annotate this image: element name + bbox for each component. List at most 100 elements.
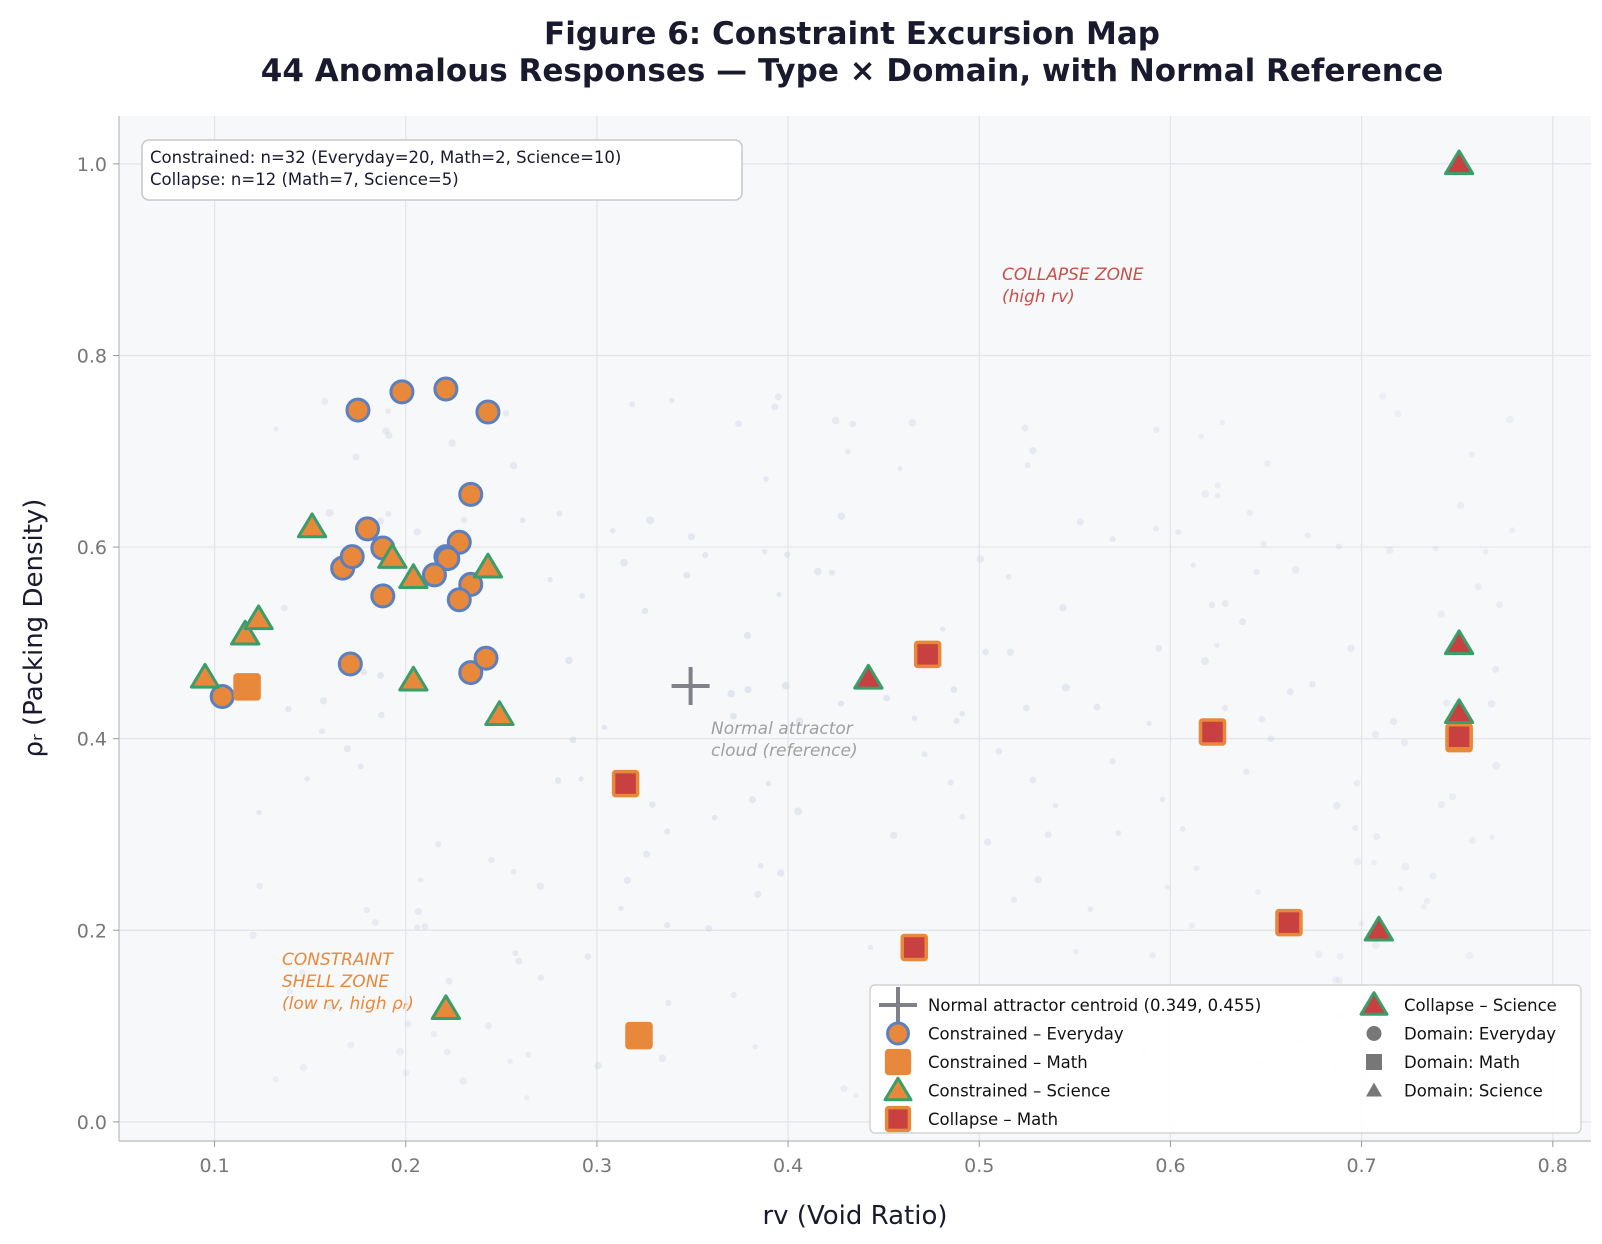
cloud-dot (889, 831, 898, 840)
cloud-dot (646, 516, 655, 525)
cloud-dot (502, 410, 510, 417)
cloud-dot (249, 931, 257, 940)
cloud-dot (959, 813, 966, 820)
legend-label: Domain: Math (1404, 1053, 1520, 1072)
cloud-dot (1397, 885, 1404, 892)
cloud-dot (771, 403, 779, 411)
cloud-dot (1482, 548, 1489, 555)
cloud-dot (761, 548, 768, 555)
cloud-dot (443, 1048, 451, 1056)
cloud-dot (1201, 657, 1209, 666)
cloud-dot (1286, 688, 1294, 696)
cloud-dot (396, 1047, 404, 1056)
cloud-dot (281, 604, 288, 612)
cloud-dot (743, 631, 752, 640)
cloud-dot (867, 944, 874, 951)
x-tick-label: 0.4 (773, 1155, 803, 1177)
cloud-dot (840, 1085, 848, 1093)
legend-swatch (883, 1076, 913, 1102)
cloud-dot (776, 591, 782, 598)
cloud-dot (711, 814, 718, 821)
cloud-dot (629, 401, 636, 408)
x-tick-label: 0.3 (582, 1155, 612, 1177)
cloud-dot (1214, 642, 1220, 648)
cloud-dot (1468, 836, 1476, 844)
cloud-dot (1260, 540, 1267, 548)
cloud-dot (579, 593, 585, 599)
cloud-dot (1492, 761, 1501, 770)
cloud-dot (1448, 792, 1457, 801)
cloud-dot (1208, 601, 1216, 609)
cloud-dot (828, 569, 835, 576)
cloud-dot (1188, 922, 1195, 929)
x-tick-label: 0.6 (1155, 1155, 1185, 1177)
cloud-dot (729, 712, 737, 720)
cloud-dot (849, 420, 856, 428)
cloud-dot (377, 672, 385, 680)
cloud-dot (1029, 447, 1037, 455)
cloud-dot (421, 923, 429, 931)
cloud-dot (705, 924, 713, 933)
data-point (625, 1021, 653, 1050)
cloud-dot (1221, 704, 1229, 712)
cloud-dot (953, 717, 960, 725)
cloud-dot (1371, 859, 1377, 866)
cloud-dot (1044, 831, 1052, 839)
cloud-dot (304, 776, 310, 782)
cloud-dot (995, 748, 1003, 755)
cloud-dot (784, 551, 791, 558)
cloud-dot (385, 431, 393, 440)
cloud-dot (537, 974, 544, 982)
cloud-dot (609, 527, 616, 534)
cloud-dot (1474, 583, 1482, 591)
cloud-dot (371, 918, 379, 927)
legend: Normal attractor centroid (0.349, 0.455)… (869, 984, 1582, 1134)
cloud-dot (1052, 803, 1058, 809)
cloud-dot (1179, 825, 1186, 832)
cloud-dot (1465, 951, 1474, 960)
cloud-dot (983, 838, 992, 846)
cloud-dot (1258, 716, 1266, 723)
cloud-dot (763, 476, 769, 482)
cloud-dot (754, 890, 762, 898)
data-point (243, 604, 274, 631)
cloud-dot (757, 862, 764, 869)
y-tick-label: 0.4 (77, 729, 107, 751)
data-point (473, 645, 499, 671)
cloud-dot (1372, 941, 1380, 950)
cloud-dot (744, 685, 752, 694)
constraint-zone-label: CONSTRAINT (282, 950, 394, 970)
cloud-dot (1352, 824, 1359, 831)
data-point (853, 663, 884, 690)
plot-area (119, 116, 1591, 1141)
data-point (370, 583, 396, 609)
cloud-dot (343, 745, 352, 753)
cloud-dot (488, 856, 495, 864)
cloud-dot (1437, 610, 1445, 618)
data-point (230, 619, 261, 646)
cloud-dot (352, 453, 360, 461)
cloud-dot (664, 921, 671, 929)
cloud-dot (326, 1003, 335, 1012)
cloud-dot (321, 398, 329, 405)
data-point (233, 673, 261, 701)
cloud-dot (795, 717, 804, 726)
data-point (339, 544, 365, 570)
cloud-dot (1264, 460, 1271, 467)
cloud-dot (1175, 529, 1182, 536)
legend-label: Constrained – Math (928, 1053, 1088, 1072)
data-point (1443, 629, 1475, 656)
cloud-dot (319, 697, 328, 705)
data-point (458, 481, 484, 507)
cloud-dot (794, 807, 803, 816)
cloud-dot (547, 577, 553, 583)
y-tick-label: 0.0 (77, 1112, 107, 1134)
cloud-dot (256, 809, 262, 816)
data-point (433, 376, 459, 402)
legend-swatch (1366, 1026, 1382, 1041)
cloud-dot (908, 418, 917, 427)
cloud-dot (569, 736, 577, 744)
cloud-dot (837, 700, 845, 707)
cloud-dot (641, 607, 649, 615)
cloud-dot (643, 850, 650, 858)
